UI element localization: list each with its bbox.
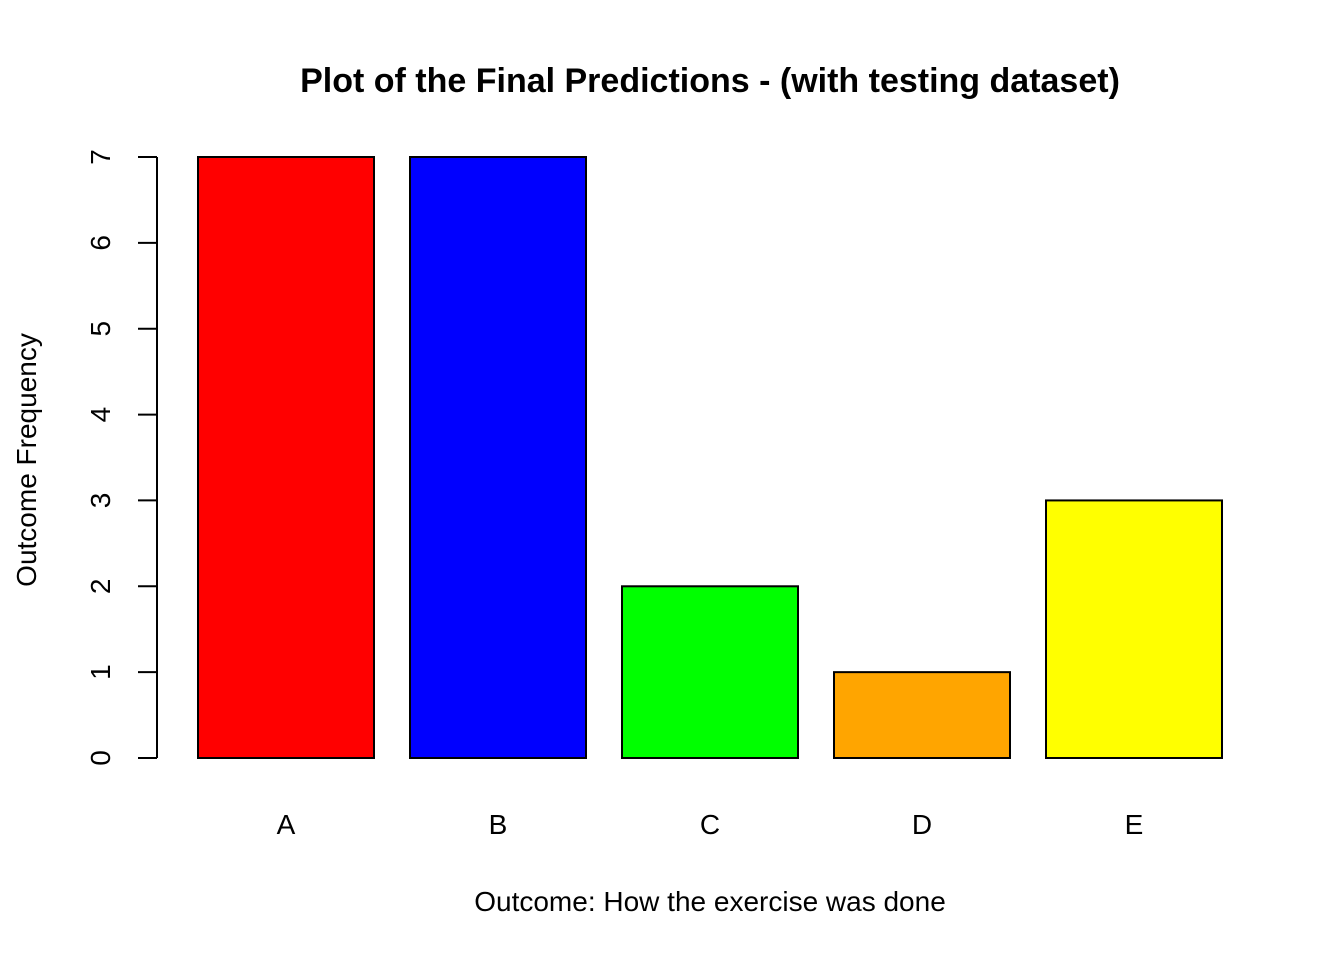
- bar-e: [1045, 499, 1223, 759]
- x-tick-label: A: [277, 809, 296, 840]
- bar-b: [409, 156, 587, 759]
- chart-title: Plot of the Final Predictions - (with te…: [300, 62, 1120, 100]
- bars: [197, 156, 1223, 760]
- x-tick-label: C: [700, 809, 720, 840]
- y-tick-label: 2: [85, 578, 116, 594]
- x-tick-label: D: [912, 809, 932, 840]
- y-tick-label: 1: [85, 664, 116, 680]
- y-tick-label: 5: [85, 321, 116, 337]
- y-axis-label: Outcome Frequency: [11, 333, 42, 587]
- x-tick-label: E: [1125, 809, 1144, 840]
- x-axis-label: Outcome: How the exercise was done: [474, 886, 946, 917]
- x-tick-label: B: [489, 809, 508, 840]
- y-tick-label: 4: [85, 407, 116, 423]
- y-tick-label: 0: [85, 750, 116, 766]
- y-tick-label: 3: [85, 493, 116, 509]
- y-tick-label: 7: [85, 149, 116, 165]
- y-tick-label: 6: [85, 235, 116, 251]
- y-axis: 0 1 2 3 4 5 6 7: [85, 149, 158, 766]
- bar-d: [833, 671, 1011, 760]
- bar-c: [621, 585, 799, 759]
- bar-a: [197, 156, 375, 759]
- x-tick-labels: A B C D E: [277, 809, 1144, 840]
